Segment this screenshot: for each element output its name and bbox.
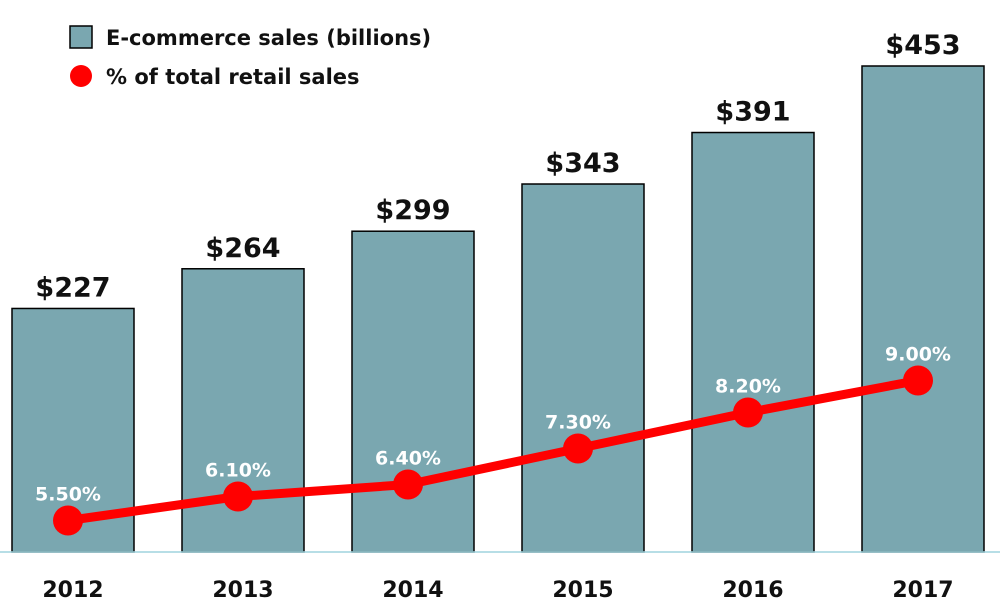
x-tick-label: 2012 bbox=[42, 578, 103, 603]
pct-value-label: 5.50% bbox=[35, 484, 101, 506]
pct-value-label: 6.40% bbox=[375, 448, 441, 470]
pct-point-2013 bbox=[223, 481, 253, 512]
pct-point-2015 bbox=[563, 433, 593, 464]
bars-layer bbox=[11, 65, 985, 553]
pct-series-line bbox=[63, 376, 923, 525]
pct-point-2014 bbox=[393, 469, 423, 500]
x-tick-label: 2013 bbox=[212, 578, 273, 603]
labels-layer: $227 $264 $299 $343 $391 $453 5.50% 6.10% 6.40% 7… bbox=[35, 30, 961, 506]
legend-swatch-line bbox=[70, 65, 92, 87]
legend-label-line: % of total retail sales bbox=[106, 65, 360, 89]
pct-point-2012 bbox=[53, 505, 83, 536]
legend-label-bar: E-commerce sales (billions) bbox=[106, 26, 431, 50]
bar-value-label: $343 bbox=[545, 148, 620, 179]
bar-2015 bbox=[521, 183, 645, 553]
bar-value-label: $299 bbox=[375, 195, 450, 226]
legend: E-commerce sales (billions) % of total r… bbox=[69, 25, 431, 89]
x-tick-labels: 2012 2013 2014 2015 2016 2017 bbox=[42, 578, 953, 603]
pct-value-label: 9.00% bbox=[885, 344, 951, 366]
bar-value-label: $391 bbox=[715, 97, 790, 128]
pct-value-label: 8.20% bbox=[715, 376, 781, 398]
bar-2014 bbox=[351, 230, 475, 553]
bar-2016 bbox=[691, 131, 815, 553]
bar-2017 bbox=[861, 65, 985, 553]
x-tick-label: 2014 bbox=[382, 578, 443, 603]
bar-value-label: $264 bbox=[205, 233, 280, 264]
pct-value-label: 6.10% bbox=[205, 460, 271, 482]
x-tick-label: 2016 bbox=[722, 578, 783, 603]
bar-value-label: $227 bbox=[35, 272, 110, 303]
pct-value-label: 7.30% bbox=[545, 412, 611, 434]
line-layer bbox=[53, 365, 933, 536]
bar-value-label: $453 bbox=[885, 30, 960, 61]
pct-point-2017 bbox=[903, 365, 933, 396]
x-tick-label: 2017 bbox=[892, 578, 953, 603]
pct-point-2016 bbox=[733, 397, 763, 428]
legend-swatch-bar bbox=[69, 25, 93, 49]
x-tick-label: 2015 bbox=[552, 578, 613, 603]
